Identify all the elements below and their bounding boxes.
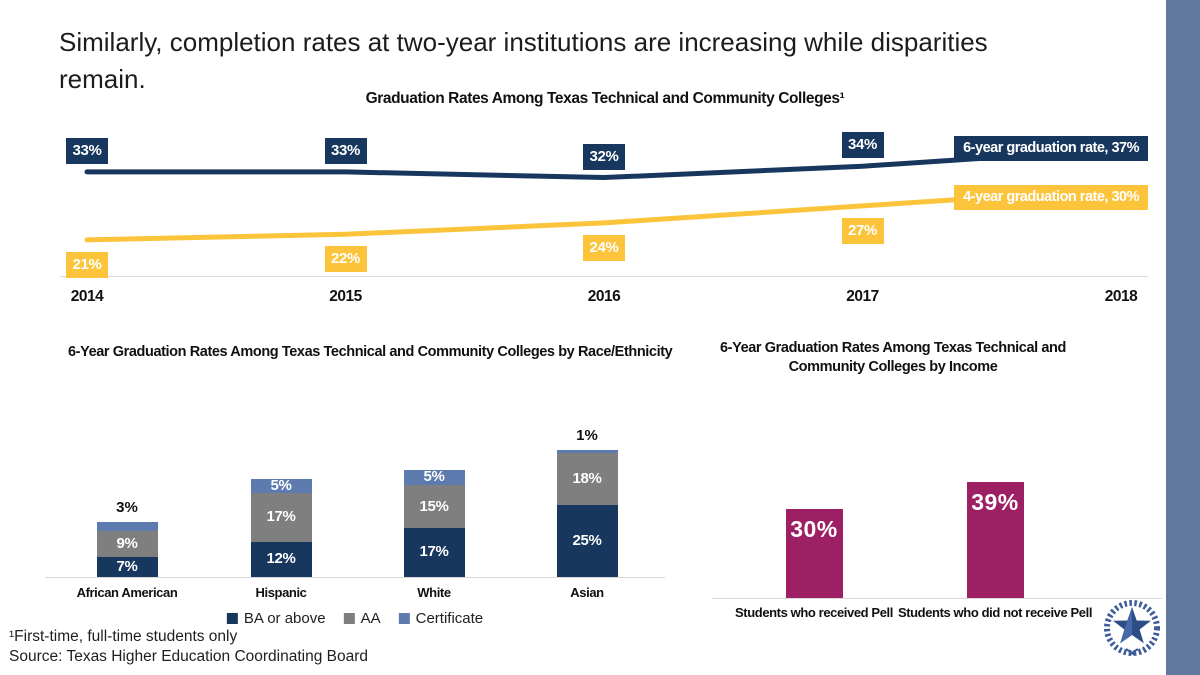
income-value-label: 30% [790, 515, 838, 542]
slide-title-line2: remain. [59, 64, 146, 94]
legend-swatch [398, 613, 410, 624]
thecb-seal-logo-icon [1104, 600, 1160, 656]
bar-segment: 17% [250, 493, 312, 543]
category-label: White [417, 585, 451, 600]
line-data-label: 34% [841, 132, 884, 159]
line-data-label: 21% [66, 251, 108, 278]
line-data-label: 24% [583, 234, 625, 261]
source-citation: Source: Texas Higher Education Coordinat… [9, 648, 369, 665]
legend-swatch [343, 613, 355, 624]
income-chart-title-line1: 6-Year Graduation Rates Among Texas Tech… [720, 340, 1066, 356]
legend-item: AA [343, 610, 381, 627]
legend-item: BA or above [226, 610, 326, 627]
income-bar [966, 482, 1024, 598]
bar-segment: 5% [250, 478, 312, 494]
line-series-end-label: 6-year graduation rate, 37% [954, 136, 1148, 162]
category-label: Students who did not receive Pell [897, 605, 1093, 620]
bar-segment: 17% [403, 528, 465, 577]
bar-segment: 12% [250, 542, 312, 577]
x-axis-year-label: 2015 [329, 288, 362, 305]
race-chart-x-axis [45, 577, 665, 578]
bar-segment: 7% [96, 556, 158, 577]
race-chart-legend: BA or above AA Certificate [226, 610, 484, 627]
bar-segment: 15% [403, 484, 465, 529]
legend-label: Certificate [415, 610, 484, 627]
bar-segment: 5% [403, 469, 465, 485]
bar-segment: 25% [556, 505, 618, 577]
category-label: Asian [570, 585, 604, 600]
footnote: ¹First-time, full-time students only [9, 628, 238, 645]
line-chart-x-axis [60, 276, 1148, 277]
bar-segment: 9% [96, 530, 158, 557]
income-chart-title-line2: Community Colleges by Income [788, 359, 998, 375]
income-bar [785, 508, 843, 598]
bar-segment [96, 522, 158, 531]
x-axis-year-label: 2017 [846, 288, 879, 305]
income-chart-title: 6-Year Graduation Rates Among Texas Tech… [683, 339, 1103, 377]
race-chart-title: 6-Year Graduation Rates Among Texas Tech… [68, 344, 673, 360]
category-label: African American [76, 585, 178, 600]
legend-label: AA [360, 610, 381, 627]
legend-item: Certificate [398, 610, 484, 627]
line-series-end-label: 4-year graduation rate, 30% [954, 184, 1148, 210]
category-label: Hispanic [255, 585, 307, 600]
bar-segment: 18% [556, 453, 618, 505]
x-axis-year-label: 2014 [70, 288, 104, 305]
line-data-label: 33% [66, 137, 108, 164]
income-value-label: 39% [971, 489, 1019, 516]
line-data-label: 32% [583, 143, 625, 170]
sidebar-accent-bar [1166, 0, 1200, 675]
category-label: Students who received Pell [735, 605, 893, 620]
slide-title-line1: Similarly, completion rates at two-year … [59, 27, 988, 57]
line-data-label: 33% [324, 137, 367, 164]
legend-label: BA or above [243, 610, 326, 627]
legend-swatch [226, 613, 238, 624]
slide-title: Similarly, completion rates at two-year … [59, 24, 988, 98]
bar-segment-label-above: 3% [116, 499, 138, 517]
bar-segment [556, 450, 618, 454]
bar-segment-label-above: 1% [576, 427, 598, 445]
x-axis-year-label: 2018 [1104, 288, 1138, 305]
x-axis-year-label: 2016 [587, 288, 621, 305]
line-data-label: 27% [841, 217, 884, 244]
income-chart-x-axis [712, 598, 1162, 599]
line-data-label: 22% [324, 246, 367, 273]
line-chart-title: Graduation Rates Among Texas Technical a… [365, 90, 845, 107]
